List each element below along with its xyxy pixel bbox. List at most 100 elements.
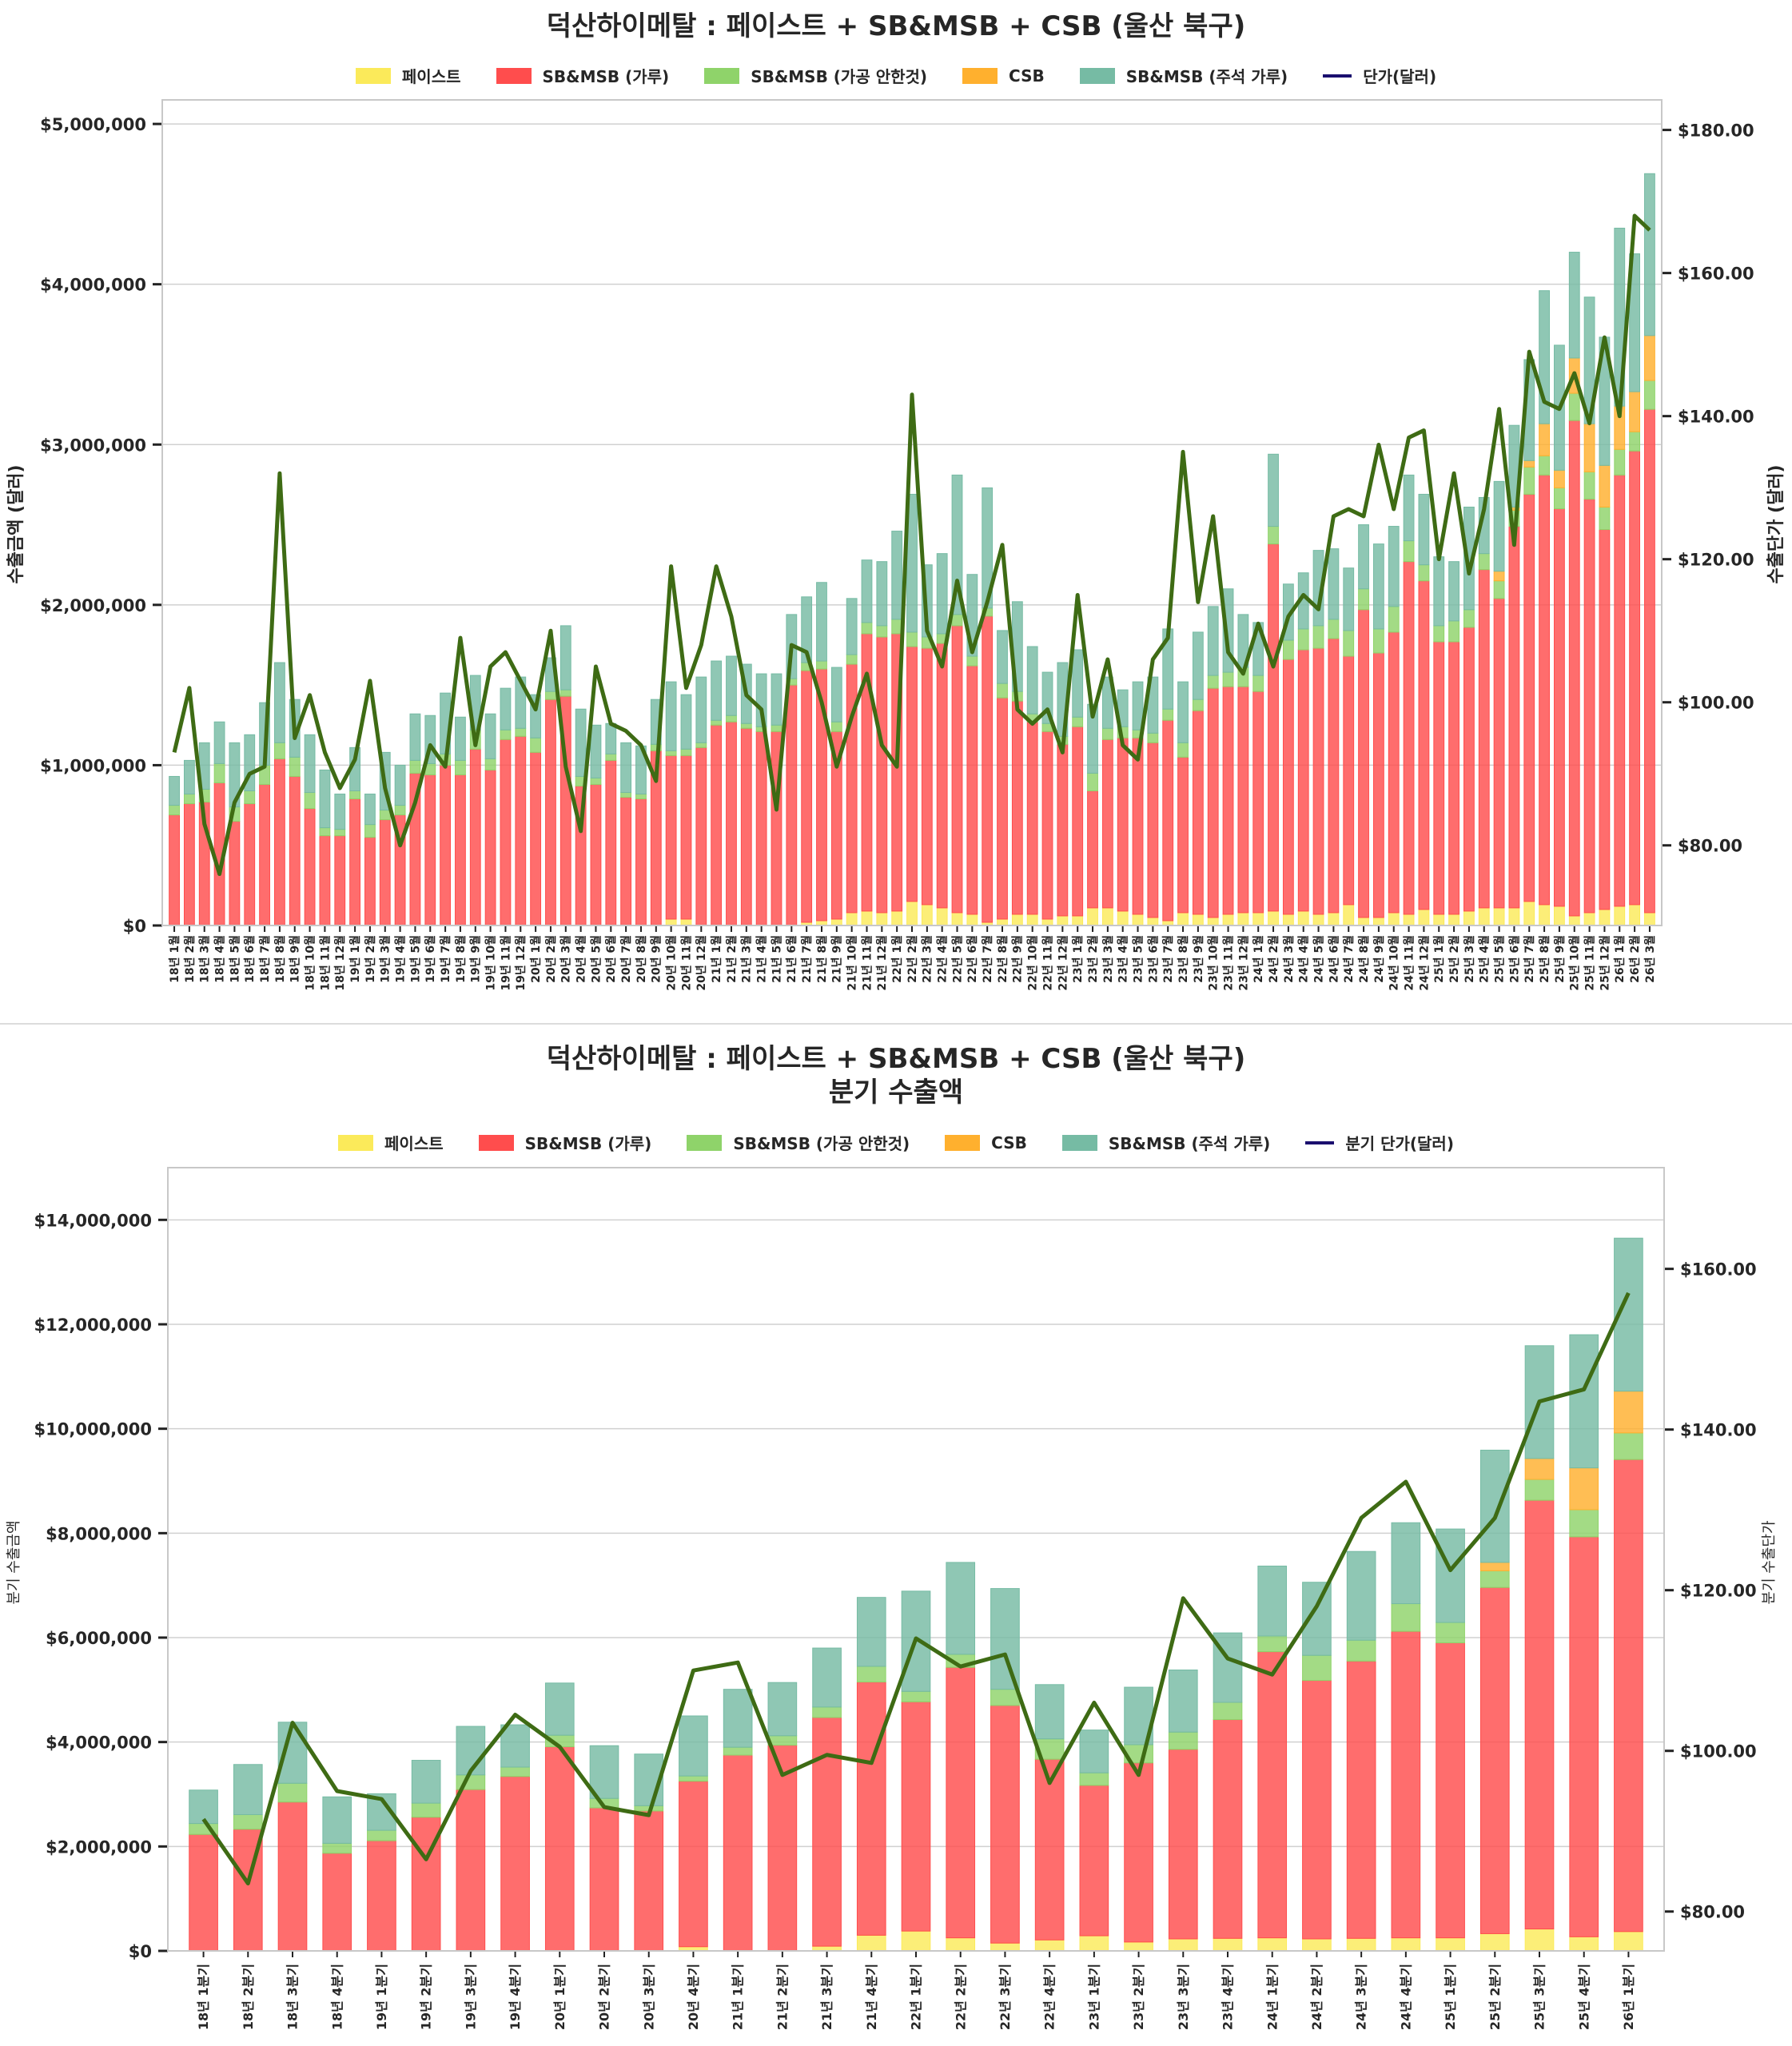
bar-segment-sb_powder: [1583, 498, 1595, 914]
x-tick-label: 18년 3분기: [285, 1964, 301, 2030]
x-tick-label: 22년 12월: [1056, 935, 1069, 991]
bar-segment-sb_powder: [322, 1853, 352, 1952]
bar-segment-sb_stone: [679, 1715, 708, 1777]
x-tick-label: 24년 3월: [1282, 935, 1296, 983]
bar-segment-paste: [1403, 914, 1415, 926]
bar-segment-sb_unprocessed: [213, 762, 225, 783]
bar-segment-sb_unprocessed: [990, 1689, 1020, 1706]
bar-segment-sb_stone: [695, 676, 707, 743]
bar-segment-sb_powder: [740, 727, 752, 926]
bar-segment-sb_stone: [1192, 631, 1204, 700]
y2-tick-label: $160.00: [1680, 1260, 1757, 1280]
bar-segment-sb_powder: [786, 684, 798, 926]
x-tick-label: 23년 1월: [1071, 935, 1085, 983]
bar-segment-paste: [830, 918, 842, 926]
bar-segment-sb_powder: [1554, 508, 1565, 907]
y-tick-label: $2,000,000: [40, 596, 146, 615]
bar-segment-sb_powder: [1101, 738, 1113, 909]
bar-segment-sb_stone: [590, 724, 602, 778]
bar-segment-sb_stone: [1343, 567, 1355, 631]
x-tick-label: 21년 8월: [815, 935, 829, 983]
x-tick-label: 23년 2분기: [1131, 1964, 1146, 2030]
monthly-chart-panel: 덕산하이메탈 : 페이스트 + SB&MSB + CSB (울산 북구) 페이스…: [0, 10, 1792, 991]
bar-segment-sb_unprocessed: [1297, 628, 1309, 651]
x-tick-label: 21년 4월: [755, 935, 769, 983]
x-tick-label: 22년 9월: [1011, 935, 1025, 983]
bar-segment-sb_unprocessed: [1252, 675, 1264, 692]
x-tick-label: 20년 1월: [529, 935, 543, 983]
bar-segment-sb_stone: [304, 734, 316, 794]
bar-segment-sb_stone: [1257, 1565, 1288, 1637]
x-tick-label: 18년 4분기: [329, 1964, 344, 2030]
x-tick-label: 22년 11월: [1041, 935, 1054, 991]
bar-segment-sb_stone: [1448, 561, 1459, 622]
bar-segment-sb_stone: [801, 596, 813, 663]
bar-segment-sb_powder: [1614, 1459, 1643, 1933]
legend-label: SB&MSB (가공 안한것): [733, 1134, 910, 1153]
x-tick-label: 24년 7월: [1342, 935, 1356, 983]
x-tick-label: 26년 2월: [1628, 935, 1642, 983]
x-tick-label: 23년 3분기: [1176, 1964, 1191, 2030]
bar-segment-sb_powder: [1523, 493, 1535, 902]
x-tick-label: 24년 9월: [1372, 935, 1386, 983]
bar-segment-paste: [1479, 1933, 1510, 1952]
x-tick-label: 18년 4월: [213, 935, 226, 983]
bar-segment-sb_powder: [1297, 649, 1309, 912]
x-tick-label: 26년 1월: [1613, 935, 1627, 983]
x-tick-label: 21년 3월: [740, 935, 754, 983]
bar-segment-paste: [1087, 907, 1098, 926]
x-tick-label: 22년 10월: [1026, 935, 1040, 991]
x-tick-label: 23년 5월: [1131, 935, 1145, 983]
bar-segment-paste: [1168, 1938, 1198, 1952]
bar-segment-sb_powder: [455, 774, 466, 926]
x-tick-label: 26년 3월: [1643, 935, 1657, 983]
bar-segment-sb_powder: [545, 699, 556, 926]
y2-tick-label: $120.00: [1678, 551, 1754, 570]
bar-segment-sb_unprocessed: [304, 792, 316, 810]
bar-segment-sb_unprocessed: [1418, 564, 1430, 582]
bar-segment-paste: [1041, 918, 1053, 926]
bar-segment-paste: [1629, 904, 1641, 926]
bar-segment-paste: [1222, 914, 1234, 926]
legend-swatch-price: [1323, 74, 1352, 78]
bar-segment-paste: [990, 1942, 1020, 1952]
legend-item-price: 분기 단가(달러): [1305, 1131, 1454, 1154]
bar-segment-sb_unprocessed: [484, 758, 496, 770]
x-tick-label: 19년 9월: [469, 935, 483, 983]
bar-segment-sb_unprocessed: [1569, 1509, 1599, 1538]
legend-label: CSB: [1009, 66, 1045, 86]
bar-segment-sb_powder: [679, 1781, 708, 1948]
bar-segment-sb_stone: [1079, 1730, 1109, 1773]
bar-segment-sb_powder: [277, 1801, 308, 1952]
y-tick-label: $4,000,000: [46, 1734, 152, 1753]
bar-segment-sb_unprocessed: [767, 1735, 798, 1746]
bar-segment-sb_unprocessed: [1436, 1622, 1465, 1644]
bar-segment-sb_powder: [723, 1754, 753, 1952]
bar-segment-sb_powder: [951, 625, 963, 914]
bar-segment-paste: [1644, 912, 1655, 926]
chart-separator: [0, 1023, 1792, 1025]
bar-segment-paste: [1388, 912, 1400, 926]
bar-segment-paste: [1524, 1929, 1555, 1952]
bar-segment-sb_unprocessed: [590, 777, 602, 785]
bar-segment-paste: [1132, 914, 1144, 926]
y-tick-label: $5,000,000: [40, 115, 146, 134]
x-tick-label: 19년 8월: [454, 935, 468, 983]
y-tick-label: $1,000,000: [40, 756, 146, 775]
monthly-chart-legend: 페이스트 SB&MSB (가루) SB&MSB (가공 안한것) CSB SB&…: [0, 64, 1792, 87]
legend-label: 페이스트: [384, 1134, 444, 1153]
bar-segment-sb_powder: [801, 670, 813, 923]
x-tick-label: 20년 8월: [635, 935, 648, 983]
bar-segment-sb_unprocessed: [289, 756, 301, 777]
y2-tick-label: $80.00: [1678, 837, 1742, 856]
bar-segment-sb_unprocessed: [679, 1775, 708, 1782]
x-tick-label: 19년 5월: [408, 935, 422, 983]
legend-swatch-price: [1305, 1140, 1335, 1144]
bar-segment-sb_stone: [1433, 556, 1445, 627]
quarterly-chart-title: 덕산하이메탈 : 페이스트 + SB&MSB + CSB (울산 북구): [546, 1043, 1246, 1075]
bar-segment-sb_powder: [966, 665, 978, 915]
x-tick-label: 18년 9월: [289, 935, 302, 983]
x-tick-label: 22년 6월: [966, 935, 979, 983]
legend-swatch-sb-stone: [1079, 67, 1115, 84]
bar-segment-sb_stone: [334, 794, 346, 830]
